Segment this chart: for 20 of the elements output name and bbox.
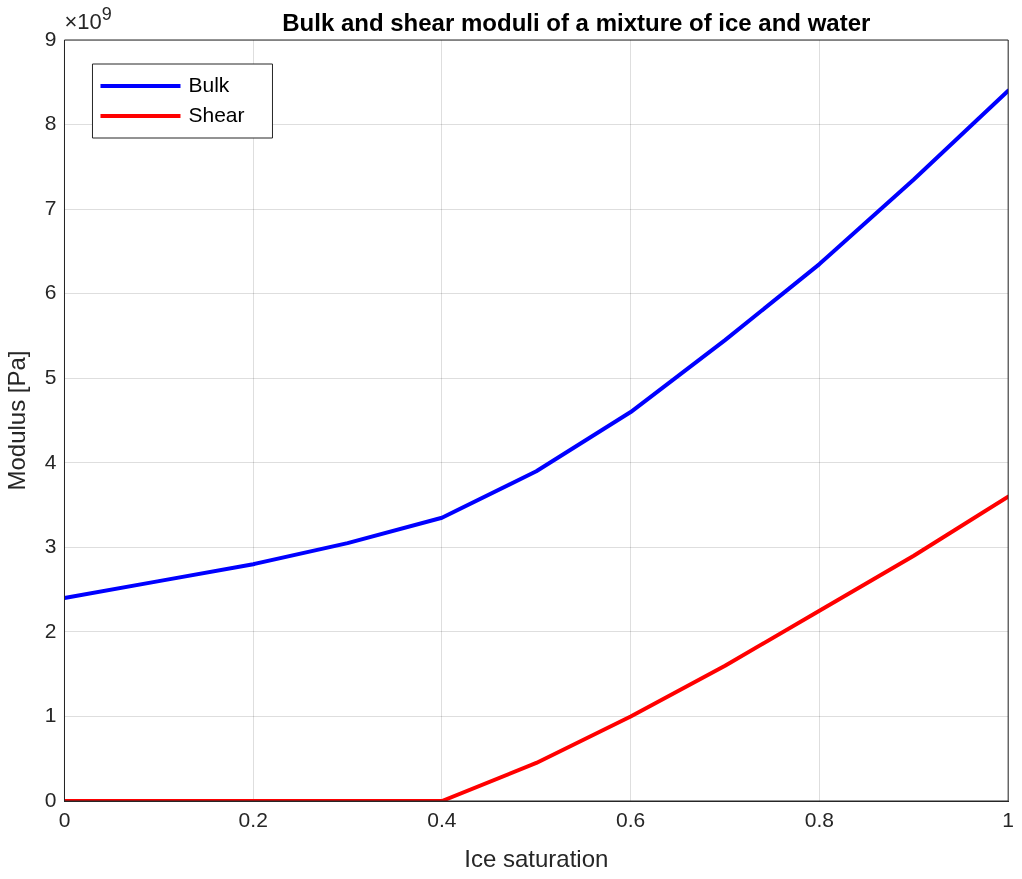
x-tick-label: 1 <box>1002 808 1014 832</box>
y-axis-title: Modulus [Pa] <box>3 350 31 491</box>
y-tick-label: 5 <box>44 365 57 389</box>
y-tick-label: 0 <box>44 787 57 811</box>
legend-label: Bulk <box>188 72 230 96</box>
y-tick-label: 2 <box>44 618 57 642</box>
y-tick-label: 7 <box>44 195 57 219</box>
y-tick-label: 1 <box>44 703 57 727</box>
x-tick-label: 0.6 <box>616 808 646 832</box>
y-tick-label: 6 <box>44 280 57 304</box>
chart-title: Bulk and shear moduli of a mixture of ice and water <box>282 8 871 36</box>
x-tick-label: 0.4 <box>427 808 457 832</box>
y-tick-label: 4 <box>44 449 57 473</box>
legend-label: Shear <box>188 102 245 126</box>
x-axis-title: Ice saturation <box>464 845 609 873</box>
y-tick-label: 9 <box>44 26 57 50</box>
y-tick-label: 8 <box>44 111 57 135</box>
x-tick-label: 0.2 <box>238 808 268 832</box>
y-tick-label: 3 <box>44 534 57 558</box>
x-tick-label: 0.8 <box>804 808 835 832</box>
